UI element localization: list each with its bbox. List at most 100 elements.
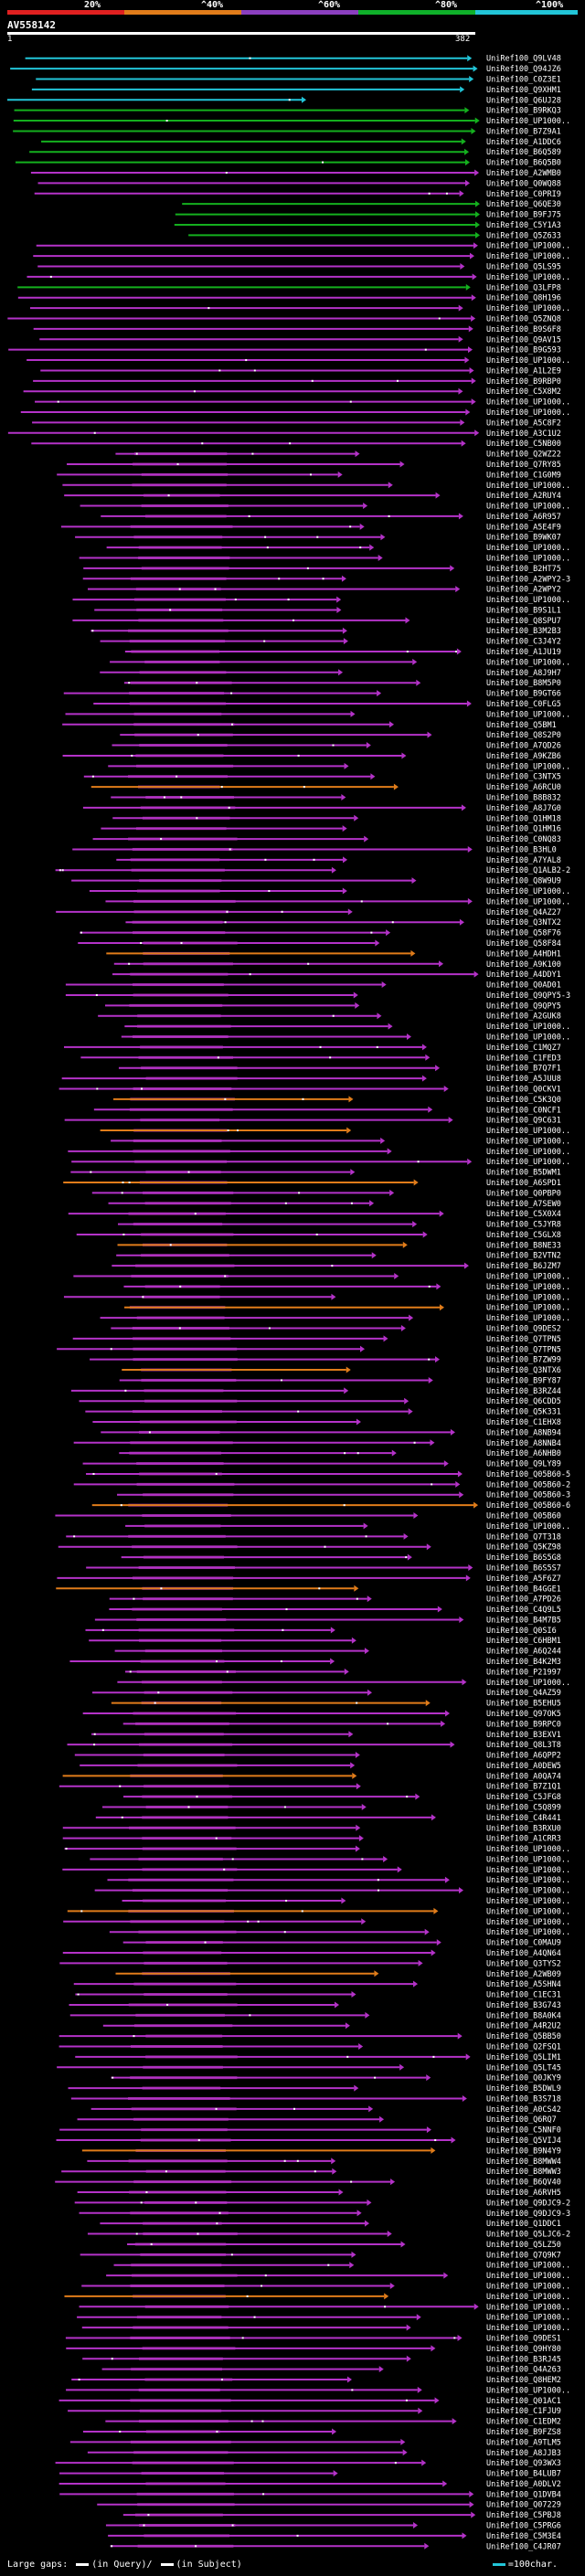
- hit-row[interactable]: UniRef100_UP1000..: [64, 2293, 570, 2302]
- hit-label[interactable]: UniRef100_UP1000..: [486, 762, 570, 771]
- hit-row[interactable]: UniRef100_A0CS42: [90, 2105, 561, 2115]
- hit-label[interactable]: UniRef100_A7PD26: [486, 1595, 561, 1605]
- hit-row[interactable]: UniRef100_B7Q7F1: [118, 1065, 561, 1074]
- hit-label[interactable]: UniRef100_UP1000..: [486, 2324, 570, 2333]
- hit-row[interactable]: UniRef100_Q5VIJ4: [56, 2136, 561, 2146]
- hit-label[interactable]: UniRef100_B3M2B3: [486, 627, 561, 636]
- hit-row[interactable]: UniRef100_UP1000..: [106, 2272, 570, 2281]
- hit-row[interactable]: UniRef100_A2WPY2-3: [82, 575, 570, 584]
- hit-row[interactable]: UniRef100_Q4A263: [101, 2366, 561, 2375]
- hit-row[interactable]: UniRef100_C0Z3E1: [36, 75, 561, 84]
- hit-row[interactable]: UniRef100_Q5LS95: [37, 263, 561, 272]
- hit-row[interactable]: UniRef100_C0MAU9: [122, 1939, 561, 1948]
- hit-label[interactable]: UniRef100_UP1000..: [486, 2293, 570, 2302]
- hit-row[interactable]: UniRef100_A5E4F9: [60, 523, 561, 532]
- hit-label[interactable]: UniRef100_B7ZW99: [486, 1356, 561, 1365]
- hit-label[interactable]: UniRef100_A6RVH5: [486, 2189, 561, 2198]
- hit-row[interactable]: UniRef100_Q6CDD5: [79, 1397, 561, 1406]
- hit-row[interactable]: UniRef100_B9FY87: [119, 1376, 561, 1385]
- hit-label[interactable]: UniRef100_B9WK07: [486, 534, 561, 543]
- hit-label[interactable]: UniRef100_C5JFG8: [486, 1793, 561, 1802]
- hit-row[interactable]: UniRef100_B9WK07: [75, 534, 561, 543]
- hit-row[interactable]: UniRef100_B9S6F8: [33, 325, 561, 334]
- hit-label[interactable]: UniRef100_B7Z9A1: [486, 127, 561, 136]
- hit-label[interactable]: UniRef100_A6R957: [486, 513, 561, 522]
- hit-row[interactable]: UniRef100_B3M2B3: [90, 627, 561, 636]
- hit-label[interactable]: UniRef100_B9GT66: [486, 690, 561, 699]
- hit-label[interactable]: UniRef100_Q5LJC6-2: [486, 2231, 570, 2240]
- hit-row[interactable]: UniRef100_Q01AC1: [58, 2397, 561, 2406]
- hit-row[interactable]: UniRef100_B3HL0: [72, 845, 557, 854]
- hit-label[interactable]: UniRef100_B6Q5B0: [486, 159, 561, 168]
- hit-label[interactable]: UniRef100_B9FY87: [486, 1376, 561, 1385]
- hit-label[interactable]: UniRef100_Q4A263: [486, 2366, 561, 2375]
- hit-label[interactable]: UniRef100_C0MAU9: [486, 1939, 561, 1948]
- hit-row[interactable]: UniRef100_Q5K331: [85, 1408, 561, 1417]
- hit-label[interactable]: UniRef100_Q3TYS2: [486, 1959, 561, 1968]
- hit-row[interactable]: UniRef100_B5EHU5: [111, 1700, 561, 1709]
- hit-label[interactable]: UniRef100_C0NCF1: [486, 1106, 561, 1115]
- hit-label[interactable]: UniRef100_B3HL0: [486, 845, 557, 854]
- hit-row[interactable]: UniRef100_Q3NTX2: [125, 918, 561, 928]
- hit-row[interactable]: UniRef100_A5SHN4: [73, 1980, 561, 1989]
- hit-label[interactable]: UniRef100_Q97OK5: [486, 1710, 561, 1719]
- hit-label[interactable]: UniRef100_A2WPY2-3: [486, 575, 570, 584]
- hit-label[interactable]: UniRef100_Q9DJC9-2: [486, 2199, 570, 2208]
- hit-label[interactable]: UniRef100_P21997: [486, 1668, 561, 1677]
- hit-row[interactable]: UniRef100_B3RXU0: [62, 1824, 561, 1833]
- hit-row[interactable]: UniRef100_B8MWW3: [61, 2168, 561, 2177]
- hit-row[interactable]: UniRef100_UP1000..: [106, 544, 571, 553]
- hit-label[interactable]: UniRef100_A8NB94: [486, 1428, 561, 1437]
- hit-row[interactable]: UniRef100_C4R441: [95, 1814, 561, 1823]
- hit-row[interactable]: UniRef100_UP1000..: [72, 596, 570, 605]
- hit-row[interactable]: UniRef100_Q0WQ88: [37, 179, 561, 188]
- hit-row[interactable]: UniRef100_C0NCF1: [93, 1106, 561, 1115]
- hit-label[interactable]: UniRef100_UP1000..: [486, 1148, 570, 1157]
- hit-label[interactable]: UniRef100_Q6UJ28: [486, 96, 561, 105]
- hit-label[interactable]: UniRef100_Q1HM16: [486, 825, 561, 834]
- hit-label[interactable]: UniRef100_UP1000..: [486, 1866, 570, 1875]
- hit-row[interactable]: UniRef100_Q0CKV1: [58, 1085, 561, 1094]
- hit-row[interactable]: UniRef100_UP1000..: [63, 1918, 570, 1927]
- hit-row[interactable]: UniRef100_UP1000..: [122, 1897, 571, 1906]
- hit-label[interactable]: UniRef100_A8JJB3: [486, 2449, 561, 2458]
- hit-row[interactable]: UniRef100_Q0AD01: [65, 981, 561, 991]
- hit-label[interactable]: UniRef100_B4GGE1: [486, 1585, 561, 1594]
- hit-label[interactable]: UniRef100_UP1000..: [486, 1034, 570, 1043]
- hit-row[interactable]: UniRef100_A4DDY1: [112, 970, 561, 980]
- hit-label[interactable]: UniRef100_Q0JKY9: [486, 2074, 561, 2083]
- hit-label[interactable]: UniRef100_A9K100: [486, 960, 561, 970]
- hit-row[interactable]: UniRef100_A8JJB3: [87, 2449, 561, 2458]
- hit-row[interactable]: UniRef100_Q1ALB2-2: [55, 866, 571, 875]
- hit-label[interactable]: UniRef100_UP1000..: [486, 554, 570, 563]
- hit-row[interactable]: UniRef100_UP1000..: [100, 1314, 571, 1323]
- hit-label[interactable]: UniRef100_C0NQ83: [486, 835, 561, 844]
- hit-label[interactable]: UniRef100_A6RCU0: [486, 783, 561, 792]
- hit-row[interactable]: UniRef100_C6HBM1: [89, 1637, 561, 1646]
- hit-label[interactable]: UniRef100_UP1000..: [486, 273, 570, 282]
- hit-label[interactable]: UniRef100_B4M7B5: [486, 1616, 561, 1625]
- hit-row[interactable]: UniRef100_UP1000..: [124, 1304, 570, 1313]
- hit-row[interactable]: UniRef100_Q9DJC9-3: [79, 2210, 571, 2219]
- hit-label[interactable]: UniRef100_A6QPP2: [486, 1752, 561, 1761]
- hit-row[interactable]: UniRef100_A2WPY2: [87, 586, 561, 595]
- hit-label[interactable]: UniRef100_A5E4F9: [486, 523, 561, 532]
- hit-label[interactable]: UniRef100_A5F6Z7: [486, 1574, 561, 1584]
- hit-label[interactable]: UniRef100_A6SPD1: [486, 1179, 561, 1188]
- hit-label[interactable]: UniRef100_B9FJ75: [486, 211, 561, 220]
- hit-label[interactable]: UniRef100_A2WPY2: [486, 586, 561, 595]
- hit-row[interactable]: UniRef100_UP1000..: [73, 1273, 570, 1282]
- hit-row[interactable]: UniRef100_UP1000..: [105, 897, 570, 906]
- hit-label[interactable]: UniRef100_UP1000..: [486, 1283, 570, 1292]
- hit-label[interactable]: UniRef100_B9G593: [486, 346, 561, 355]
- hit-row[interactable]: UniRef100_UP1000..: [90, 1855, 570, 1864]
- hit-row[interactable]: UniRef100_B5DWM1: [70, 1169, 561, 1178]
- hit-row[interactable]: UniRef100_C5NB00: [31, 440, 561, 449]
- hit-row[interactable]: UniRef100_C5X8M2: [23, 387, 561, 397]
- hit-row[interactable]: UniRef100_A6Q244: [114, 1648, 561, 1657]
- hit-label[interactable]: UniRef100_Q3NTX2: [486, 918, 561, 928]
- hit-label[interactable]: UniRef100_B3G743: [486, 2001, 561, 2010]
- hit-row[interactable]: UniRef100_C5GLX8: [76, 1231, 561, 1240]
- hit-label[interactable]: UniRef100_B2HT75: [486, 565, 561, 574]
- hit-row[interactable]: UniRef100_UP1000..: [89, 887, 570, 896]
